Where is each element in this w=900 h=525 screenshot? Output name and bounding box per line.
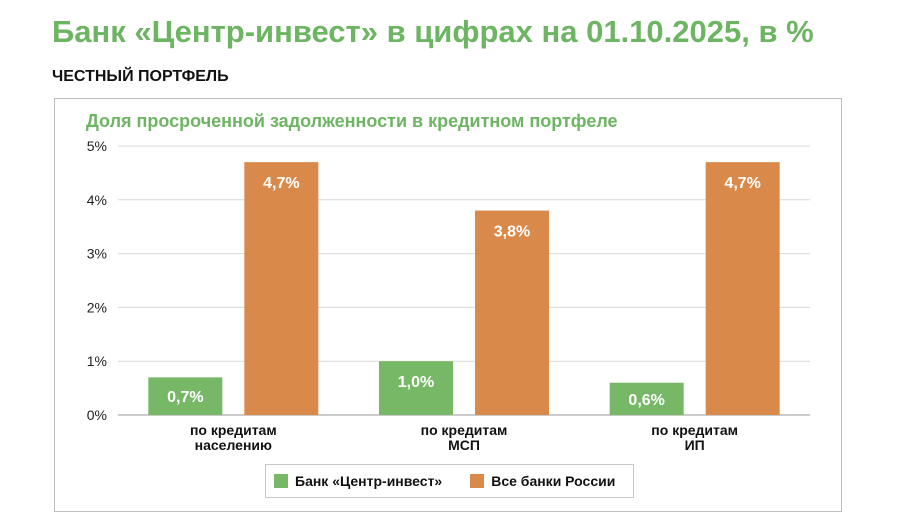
page-title: Банк «Центр-инвест» в цифрах на 01.10.20… [52, 14, 814, 49]
bar [379, 361, 453, 415]
data-label: 4,7% [724, 175, 760, 192]
x-category-label: по кредитам [421, 422, 508, 438]
legend: Банк «Центр-инвест» Все банки России [265, 464, 634, 498]
legend-label-all-banks: Все банки России [491, 473, 616, 489]
legend-swatch-bank [274, 474, 288, 488]
y-tick-label: 5% [87, 138, 107, 154]
x-category-label: по кредитам [651, 422, 738, 438]
x-category-label: ИП [685, 437, 705, 453]
bar [244, 162, 319, 415]
data-label: 0,7% [167, 389, 203, 406]
legend-item-bank: Банк «Центр-инвест» [274, 473, 442, 489]
y-tick-label: 2% [87, 299, 107, 315]
data-label: 0,6% [628, 392, 664, 409]
legend-item-all-banks: Все банки России [470, 473, 615, 489]
x-category-label: населению [195, 437, 272, 453]
x-category-label: по кредитам [190, 422, 277, 438]
legend-label-bank: Банк «Центр-инвест» [295, 473, 443, 489]
legend-swatch-all-banks [470, 474, 485, 488]
section-title: ЧЕСТНЫЙ ПОРТФЕЛЬ [52, 68, 229, 85]
chart-title: Доля просроченной задолженности в кредит… [86, 111, 618, 131]
bar [609, 382, 684, 415]
y-tick-label: 4% [87, 192, 107, 208]
data-label: 1,0% [398, 374, 434, 391]
y-tick-label: 1% [87, 353, 107, 369]
y-tick-label: 3% [87, 246, 107, 262]
bar [475, 210, 549, 415]
data-label: 4,7% [263, 175, 299, 192]
bar [705, 162, 780, 415]
chart-frame [54, 98, 842, 512]
x-category-label: МСП [448, 437, 480, 453]
bar [148, 377, 223, 415]
data-label: 3,8% [494, 224, 530, 241]
y-tick-label: 0% [87, 407, 107, 423]
